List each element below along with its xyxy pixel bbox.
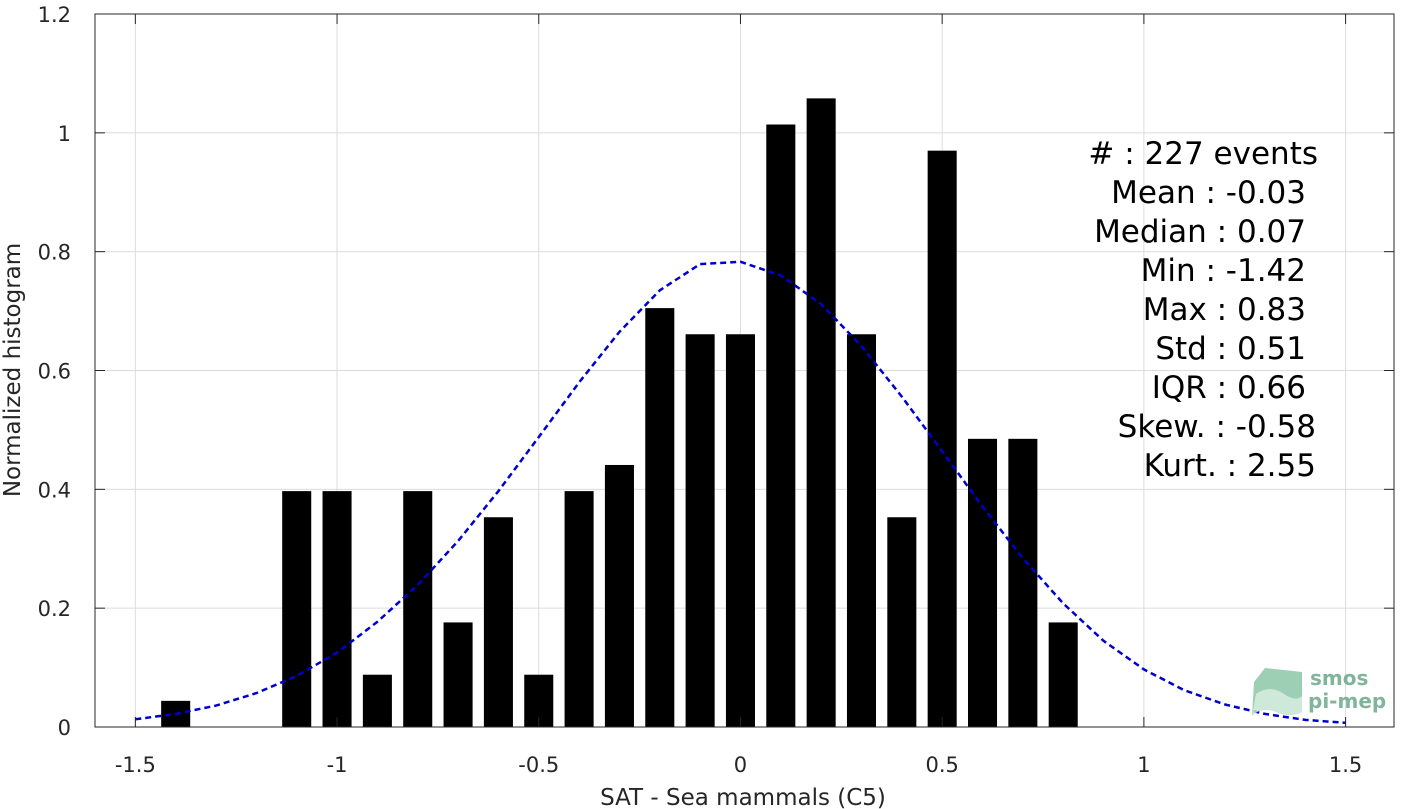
histogram-bar [564, 491, 594, 727]
histogram-bar [685, 334, 715, 727]
histogram-bar [604, 464, 634, 727]
histogram-bar [806, 98, 836, 728]
logo-wave-icon-inner [1252, 689, 1302, 716]
stat-skew: Skew. : -0.58 [1118, 409, 1316, 445]
stat-max: Max : 0.83 [1143, 292, 1306, 328]
stat-kurt: Kurt. : 2.55 [1144, 448, 1316, 484]
histogram-bar [887, 517, 917, 727]
smos-pimep-logo: smos pi-mep [1252, 666, 1386, 716]
y-tick-label: 0.2 [38, 597, 71, 621]
y-tick-labels: 0 0.2 0.4 0.6 0.8 1 1.2 [38, 3, 71, 740]
histogram-bar [483, 517, 513, 727]
y-tick-label: 1.2 [38, 3, 71, 27]
histogram-bar [766, 124, 796, 727]
histogram-bar [282, 491, 312, 727]
histogram-bar [322, 491, 352, 727]
y-tick-label: 0.6 [38, 360, 71, 384]
stat-min: Min : -1.42 [1141, 253, 1306, 289]
histogram-bar [403, 491, 433, 727]
x-tick-labels: -1.5 -1 -0.5 0 0.5 1 1.5 [115, 753, 1362, 777]
x-tick-label: -1 [327, 753, 348, 777]
histogram-bar [1048, 622, 1078, 727]
stat-mean: Mean : -0.03 [1111, 175, 1306, 211]
stat-std: Std : 0.51 [1155, 331, 1306, 367]
x-tick-label: 0 [734, 753, 747, 777]
logo-text-pimep: pi-mep [1308, 689, 1386, 713]
y-tick-label: 0 [58, 716, 71, 740]
normal-fit-curve [135, 260, 1346, 725]
x-tick-label: -0.5 [518, 753, 559, 777]
y-tick-label: 1 [58, 122, 71, 146]
histogram-bar [645, 308, 675, 727]
x-tick-label: 1 [1137, 753, 1150, 777]
x-tick-label: -1.5 [115, 753, 156, 777]
histogram-bar [725, 334, 755, 727]
histogram-bar [846, 334, 877, 727]
histogram-bar [967, 438, 998, 727]
stat-count: # : 227 events [1088, 136, 1318, 172]
x-tick-label: 1.5 [1329, 753, 1362, 777]
y-axis-label: Normalized histogram [0, 243, 26, 497]
logo-text-smos: smos [1310, 666, 1368, 690]
histogram-bar [927, 150, 957, 728]
y-tick-label: 0.4 [38, 478, 71, 502]
histogram-bars [161, 98, 1078, 728]
histogram-bar [1008, 438, 1038, 727]
axis-ticks [95, 13, 1394, 728]
histogram-bar [362, 674, 392, 727]
statistics-box: # : 227 events Mean : -0.03 Median : 0.0… [1088, 136, 1318, 484]
y-tick-label: 0.8 [38, 241, 71, 265]
x-axis-label: SAT - Sea mammals (C5) [600, 785, 886, 809]
stat-iqr: IQR : 0.66 [1152, 370, 1306, 406]
stat-median: Median : 0.07 [1094, 214, 1306, 250]
histogram-bar [443, 622, 473, 727]
x-tick-label: 0.5 [925, 753, 958, 777]
